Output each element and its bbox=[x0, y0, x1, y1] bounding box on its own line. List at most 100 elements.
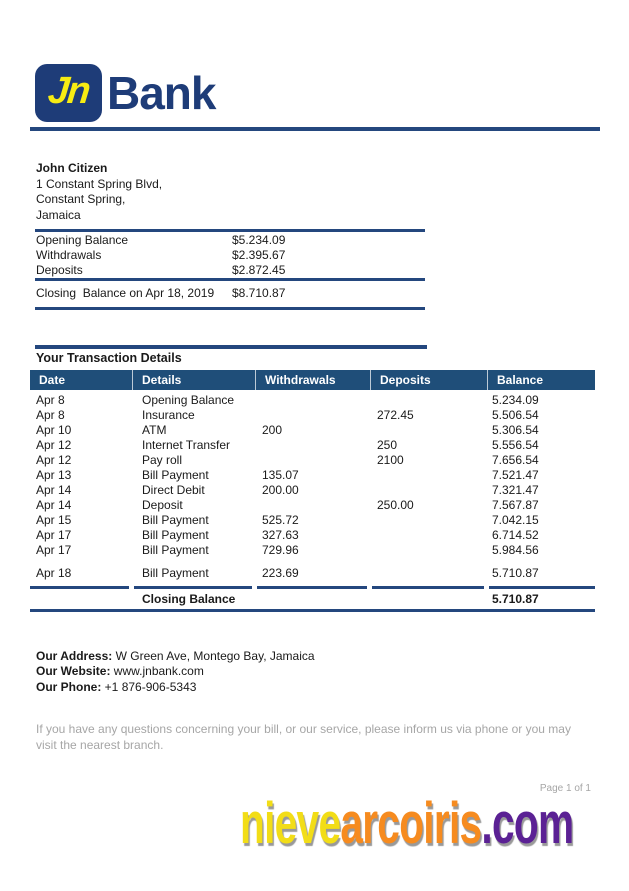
column-header-balance: Balance bbox=[487, 370, 595, 390]
cell-date: Apr 15 bbox=[36, 513, 72, 527]
cell-withdrawals: 327.63 bbox=[262, 528, 299, 542]
summary-label: Opening Balance bbox=[36, 233, 129, 247]
contact-value: www.jnbank.com bbox=[110, 664, 204, 679]
transaction-row: Apr 8 Insurance 272.45 5.506.54 bbox=[30, 408, 595, 423]
summary-row: Opening Balance $5.234.09 bbox=[35, 233, 425, 248]
watermark-part: nieve bbox=[240, 791, 341, 856]
cell-date: Apr 14 bbox=[36, 498, 72, 512]
customer-address-line: 1 Constant Spring Blvd, bbox=[36, 176, 163, 191]
cell-date: Apr 12 bbox=[36, 453, 72, 467]
transactions-table: Date Details Withdrawals Deposits Balanc… bbox=[30, 370, 595, 612]
closing-balance-row-value: 5.710.87 bbox=[492, 591, 539, 606]
cell-withdrawals bbox=[255, 438, 370, 453]
customer-name: John Citizen bbox=[36, 161, 108, 175]
cell-deposits: 250 bbox=[377, 438, 398, 452]
transaction-row: Apr 14 Direct Debit 200.00 7.321.47 bbox=[30, 483, 595, 498]
jn-logo-monogram: Jn bbox=[46, 69, 92, 112]
transaction-row: Apr 15 Bill Payment 525.72 7.042.15 bbox=[30, 513, 595, 528]
contact-value: +1 876-906-5343 bbox=[101, 679, 197, 694]
transaction-row: Apr 13 Bill Payment 135.07 7.521.47 bbox=[30, 468, 595, 483]
cell-details: Opening Balance bbox=[142, 393, 235, 407]
cell-date: Apr 8 bbox=[36, 393, 65, 407]
closing-balance-value: $8.710.87 bbox=[232, 286, 286, 301]
closing-balance-row-label: Closing Balance bbox=[142, 591, 236, 606]
cell-balance: 6.714.52 bbox=[492, 528, 539, 542]
segmented-rule bbox=[30, 586, 595, 589]
cell-details: Bill Payment bbox=[142, 543, 209, 557]
cell-deposits bbox=[370, 423, 487, 438]
service-notice-text: If you have any questions concerning you… bbox=[36, 722, 571, 752]
summary-bottom-rule bbox=[35, 307, 425, 311]
cell-balance: 5.710.87 bbox=[492, 566, 539, 580]
balance-summary-table: Opening Balance $5.234.09 Withdrawals $2… bbox=[35, 229, 425, 311]
cell-date: Apr 12 bbox=[36, 438, 72, 452]
transaction-row: Apr 8 Opening Balance 5.234.09 bbox=[30, 393, 595, 408]
cell-details: Bill Payment bbox=[142, 566, 209, 580]
site-watermark: nievearcoiris.com bbox=[240, 795, 574, 853]
bank-contact-block: Our Address: W Green Ave, Montego Bay, J… bbox=[36, 649, 315, 695]
cell-withdrawals: 135.07 bbox=[262, 468, 299, 482]
cell-details: Bill Payment bbox=[142, 468, 209, 482]
bank-logo-wordmark: Bank bbox=[107, 67, 216, 119]
closing-balance-row: Closing Balance 5.710.87 bbox=[30, 589, 595, 609]
transaction-row: Apr 12 Pay roll 2100 7.656.54 bbox=[30, 453, 595, 468]
cell-balance: 7.656.54 bbox=[492, 453, 539, 467]
cell-withdrawals bbox=[255, 408, 370, 423]
column-header-deposits: Deposits bbox=[370, 370, 487, 390]
cell-deposits bbox=[370, 468, 487, 483]
summary-row: Withdrawals $2.395.67 bbox=[35, 248, 425, 263]
cell-withdrawals: 525.72 bbox=[262, 513, 299, 527]
page-number: Page 1 of 1 bbox=[539, 783, 591, 794]
column-header-date: Date bbox=[39, 373, 66, 387]
closing-balance-summary-row: Closing Balance on Apr 18, 2019 $8.710.8… bbox=[35, 286, 425, 301]
cell-deposits bbox=[370, 566, 487, 581]
cell-date: Apr 14 bbox=[36, 483, 72, 497]
column-header-details: Details bbox=[132, 370, 255, 390]
watermark-part: .com bbox=[481, 791, 574, 856]
bank-website-line: Our Website: www.jnbank.com bbox=[36, 664, 315, 679]
cell-deposits bbox=[370, 528, 487, 543]
watermark-part: arcoiris bbox=[340, 791, 482, 856]
cell-deposits bbox=[370, 513, 487, 528]
transactions-table-header: Date Details Withdrawals Deposits Balanc… bbox=[30, 370, 595, 390]
cell-date: Apr 17 bbox=[36, 543, 72, 557]
cell-details: Bill Payment bbox=[142, 528, 209, 542]
customer-address-line: Constant Spring, bbox=[36, 192, 126, 206]
transaction-row: Apr 12 Internet Transfer 250 5.556.54 bbox=[30, 438, 595, 453]
transaction-row: Apr 17 Bill Payment 729.96 5.984.56 bbox=[30, 543, 595, 558]
summary-label: Deposits bbox=[36, 262, 83, 277]
summary-value: $2.872.45 bbox=[232, 262, 286, 277]
table-bottom-rule bbox=[30, 608, 595, 612]
transactions-section-title: Your Transaction Details bbox=[36, 351, 182, 365]
bank-logo: Jn Bank bbox=[35, 64, 216, 122]
jn-logo-icon: Jn bbox=[35, 64, 102, 122]
header-divider bbox=[30, 127, 600, 131]
cell-withdrawals: 729.96 bbox=[262, 543, 299, 557]
cell-details: ATM bbox=[142, 423, 167, 437]
summary-row: Deposits $2.872.45 bbox=[35, 263, 425, 278]
summary-value: $2.395.67 bbox=[232, 247, 286, 262]
summary-top-rule bbox=[35, 229, 425, 232]
cell-date: Apr 10 bbox=[36, 423, 72, 437]
transaction-row: Apr 14 Deposit 250.00 7.567.87 bbox=[30, 498, 595, 513]
cell-date: Apr 13 bbox=[36, 468, 72, 482]
cell-withdrawals: 200 bbox=[262, 423, 283, 437]
cell-deposits: 250.00 bbox=[377, 498, 414, 512]
cell-withdrawals bbox=[255, 393, 370, 408]
cell-details: Deposit bbox=[142, 498, 183, 512]
cell-balance: 5.984.56 bbox=[492, 543, 539, 557]
cell-deposits bbox=[370, 393, 487, 408]
transaction-table-body: Apr 8 Opening Balance 5.234.09 Apr 8 Insuran… bbox=[30, 390, 595, 581]
cell-date: Apr 8 bbox=[36, 408, 65, 422]
summary-value: $5.234.09 bbox=[232, 233, 286, 247]
cell-balance: 5.506.54 bbox=[492, 408, 539, 422]
contact-label: Our Address: bbox=[36, 649, 113, 663]
cell-details: Bill Payment bbox=[142, 513, 209, 527]
cell-details: Direct Debit bbox=[142, 483, 205, 497]
cell-date: Apr 17 bbox=[36, 528, 72, 542]
cell-balance: 7.521.47 bbox=[492, 468, 539, 482]
cell-balance: 5.234.09 bbox=[492, 393, 539, 407]
cell-withdrawals: 200.00 bbox=[262, 483, 299, 497]
transaction-row: Apr 18 Bill Payment 223.69 5.710.87 bbox=[30, 566, 595, 581]
